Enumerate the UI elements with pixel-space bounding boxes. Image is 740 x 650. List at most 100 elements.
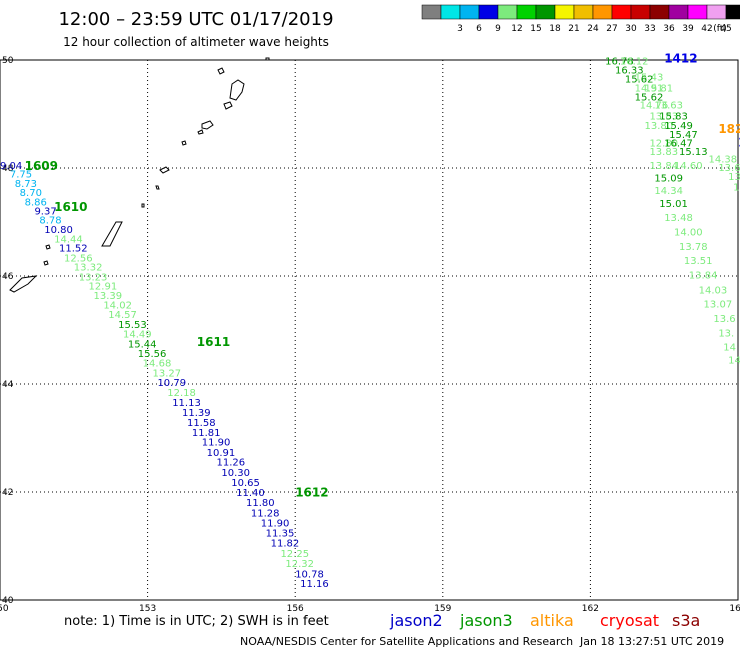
swh-value: 8.73 [15, 179, 37, 190]
swh-value: 14.34 [654, 186, 683, 197]
colorbar-swatch [497, 4, 518, 20]
swh-value: 14.49 [123, 330, 152, 341]
swh-value: 13.32 [74, 263, 103, 274]
swh-value: 14.00 [674, 228, 703, 239]
swh-value: 11.82 [271, 539, 300, 550]
swh-value: 12.18 [167, 388, 196, 399]
swh-value: 11.16 [300, 579, 329, 590]
lon-tick-label: 150 [0, 604, 9, 614]
swh-value: 15.49 [664, 121, 693, 132]
swh-value: 12.32 [285, 559, 314, 570]
swh-value: 14.02 [103, 300, 132, 311]
swh-value: 11.52 [59, 244, 88, 255]
swh-value: 15.83 [659, 111, 688, 122]
colorbar-swatch [478, 4, 499, 20]
colorbar-label: 30 [625, 24, 637, 34]
colorbar-label: 18 [549, 24, 561, 34]
colorbar-swatch [573, 4, 594, 20]
colorbar-swatch [687, 4, 708, 20]
footer-credit: NOAA/NESDIS Center for Satellite Applica… [240, 635, 573, 648]
swh-value: 11.13 [172, 398, 201, 409]
colorbar-label: 39 [682, 24, 694, 34]
swh-value: 14.68 [143, 359, 172, 370]
colorbar-label: 45 [720, 24, 731, 34]
swh-value: 11.35 [266, 528, 295, 539]
swh-value: 15.56 [138, 349, 167, 360]
swh-value: 13.7 [728, 172, 740, 183]
swh-value: 16.78 [605, 56, 634, 67]
swh-value: 8.78 [39, 216, 61, 227]
swh-value: 15.81 [645, 83, 674, 94]
colorbar-label: 27 [606, 24, 617, 34]
swh-value: 14.38 [708, 155, 737, 166]
island-outline [181, 140, 187, 146]
colorbar: 36912151821242730333639424570(ft) [421, 4, 740, 34]
colorbar-label: 42 [701, 24, 712, 34]
swh-value: 13. [718, 328, 734, 339]
island-outline [201, 120, 214, 130]
swh-value: 13.84 [689, 271, 718, 282]
colorbar-swatch [668, 4, 689, 20]
swh-value: 15.09 [654, 174, 683, 185]
lat-tick-label: 50 [2, 56, 14, 66]
swh-value: 12.25 [280, 549, 309, 560]
lon-tick-label: 153 [139, 604, 156, 614]
colorbar-swatch [630, 4, 651, 20]
swh-value: 14.57 [108, 310, 137, 321]
colorbar-swatch [459, 4, 480, 20]
swh-value: 11.39 [182, 408, 211, 419]
axis-tick-labels: 150 153 156 159 162 165 40 42 44 46 48 50 [0, 56, 740, 614]
swh-value: 11.28 [251, 508, 280, 519]
lat-tick-label: 44 [2, 380, 14, 390]
swh-value: 11.40 [236, 488, 265, 499]
lon-tick-label: 165 [729, 604, 740, 614]
island-outline [45, 244, 51, 250]
map-title: 12:00 – 23:59 UTC 01/17/2019 [58, 9, 333, 30]
swh-value: 12.91 [89, 282, 118, 293]
swh-value: 11.90 [202, 438, 231, 449]
island-outline [223, 101, 233, 110]
wave-height-labels: 9.047.758.738.708.869.378.7810.8014.4411… [0, 56, 740, 590]
swh-value: 14 [723, 343, 736, 354]
swh-value: 14.44 [54, 235, 83, 246]
swh-value: 13.23 [79, 272, 108, 283]
colorbar-label: 15 [530, 24, 541, 34]
colorbar-label: 36 [663, 24, 675, 34]
swh-value: 16.47 [664, 138, 693, 149]
island-outline [265, 57, 270, 61]
legend-item: cryosat [600, 611, 659, 630]
legend-item: jason3 [459, 611, 513, 630]
swh-value: 15.43 [635, 73, 664, 84]
swh-value: 12.56 [64, 253, 93, 264]
swh-value: 15.53 [118, 320, 147, 331]
lon-tick-label: 162 [582, 604, 599, 614]
island-outline [229, 79, 245, 101]
legend-item: jason2 [389, 611, 443, 630]
swh-value: 13.84 [649, 161, 678, 172]
swh-value: 13.63 [654, 101, 683, 112]
swh-value: 13.69 [718, 163, 740, 174]
swh-value: 10.78 [295, 569, 324, 580]
swh-value: 11.81 [192, 428, 221, 439]
swh-value: 14.60 [674, 161, 703, 172]
colorbar-swatch [649, 4, 670, 20]
map-subtitle: 12 hour collection of altimeter wave hei… [63, 35, 329, 49]
colorbar-swatch [725, 4, 740, 20]
satellite-legend: jason2 jason3 altika cryosat s3a [389, 611, 700, 630]
colorbar-swatch [440, 4, 461, 20]
swh-value: 10.65 [231, 478, 260, 489]
swh-value: 14.91 [635, 83, 664, 94]
colorbar-label: 12 [511, 24, 522, 34]
lat-tick-label: 46 [2, 272, 14, 282]
footer-note: note: 1) Time is in UTC; 2) SWH is in fe… [64, 614, 329, 629]
swh-value: 13 [733, 183, 740, 194]
swh-value: 13.48 [664, 213, 693, 224]
swh-value: 7.75 [10, 170, 32, 181]
island-outline [141, 203, 145, 208]
colorbar-label: 21 [568, 24, 579, 34]
map-frame [0, 59, 739, 601]
island-outline [101, 221, 123, 247]
swh-value: 16.12 [620, 56, 649, 67]
swh-value: 13.83 [649, 147, 678, 158]
swh-value: 11.80 [246, 498, 275, 509]
